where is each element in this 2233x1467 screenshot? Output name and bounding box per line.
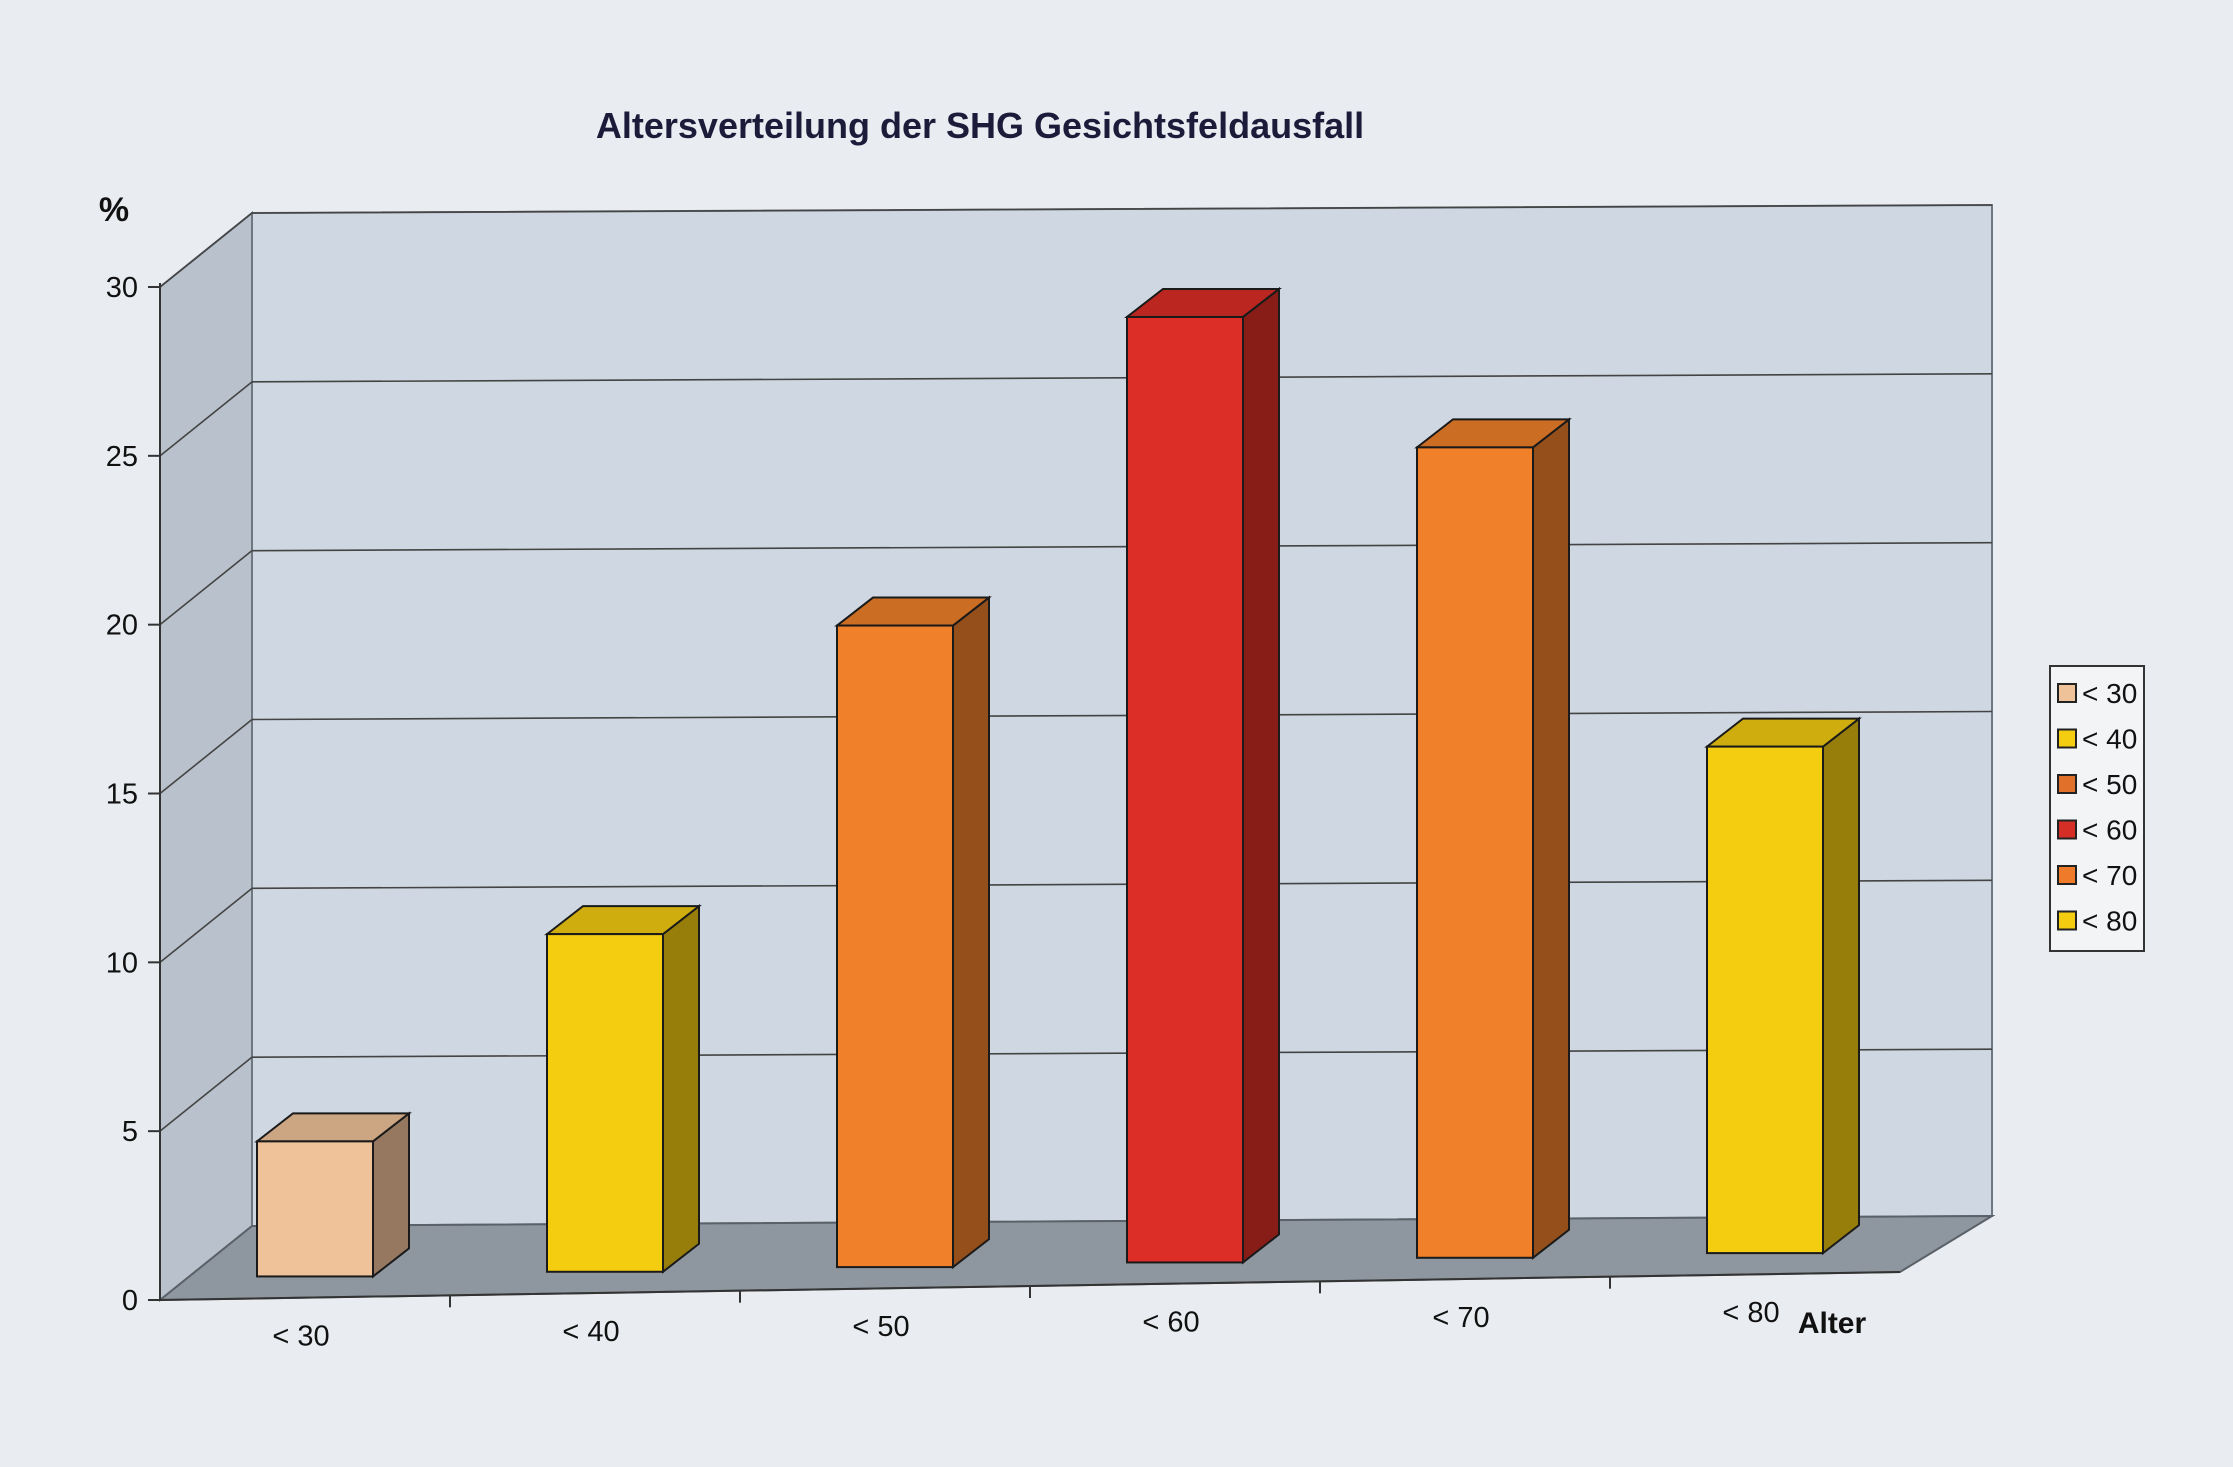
- x-tick-label: < 30: [272, 1321, 329, 1353]
- y-tick-label: 30: [106, 272, 138, 304]
- legend-item: < 70: [2057, 860, 2137, 891]
- bar-front: [546, 933, 664, 1273]
- bar-side: [1242, 286, 1280, 1265]
- x-tick-label: < 50: [852, 1311, 909, 1343]
- gridline-side: [159, 887, 253, 963]
- bar-front: [1706, 745, 1824, 1255]
- legend-swatch: [2057, 774, 2077, 794]
- legend-label: < 60: [2082, 815, 2137, 846]
- x-tick-label: < 40: [562, 1316, 619, 1348]
- x-tick-label: < 80: [1722, 1297, 1779, 1329]
- y-axis-ticks: 0 5 10 15 20 25 30: [106, 272, 138, 1317]
- legend-swatch: [2057, 728, 2077, 749]
- bar-side: [1822, 716, 1860, 1256]
- x-axis-label: Alter: [1798, 1307, 1867, 1340]
- legend-item: < 50: [2057, 769, 2137, 800]
- bar-front: [836, 624, 954, 1269]
- bar-front: [256, 1140, 374, 1278]
- bar-front: [1416, 446, 1534, 1259]
- legend-label: < 70: [2082, 860, 2137, 891]
- gridline: [251, 373, 1993, 383]
- gridline: [251, 710, 1993, 721]
- gridline-side: [159, 381, 253, 457]
- bar-4: [1124, 286, 1282, 1265]
- y-tick-label: 20: [106, 610, 138, 642]
- legend-swatch: [2057, 683, 2077, 703]
- x-tick-label: < 70: [1432, 1302, 1489, 1334]
- y-tick-label: 10: [106, 947, 138, 979]
- x-tick-label: < 60: [1142, 1307, 1199, 1339]
- gridline: [251, 204, 1993, 214]
- y-axis-label: %: [99, 191, 129, 229]
- gridline: [251, 879, 1993, 890]
- y-tick-label: 0: [122, 1285, 138, 1317]
- legend-item: < 80: [2057, 906, 2137, 937]
- y-tick-label: 15: [106, 779, 138, 811]
- bar-5: [1414, 417, 1572, 1260]
- bar-front: [1126, 315, 1244, 1264]
- bar-side: [952, 595, 990, 1270]
- bar-6: [1704, 716, 1862, 1256]
- gridline-side: [159, 718, 253, 795]
- gridline: [251, 1048, 1993, 1058]
- bars: [254, 286, 1862, 1279]
- y-tick-label: 25: [106, 441, 138, 473]
- legend-label: < 80: [2082, 906, 2137, 937]
- gridline-side: [159, 1056, 253, 1132]
- bar-3: [834, 595, 992, 1270]
- chart-title: Altersverteilung der SHG Gesichtsfeldaus…: [596, 105, 1364, 146]
- legend-item: < 40: [2057, 724, 2137, 755]
- legend-item: < 60: [2057, 815, 2137, 846]
- legend: < 30 < 40 < 50 < 60 < 70 < 80: [2049, 665, 2145, 952]
- legend-label: < 50: [2082, 769, 2137, 800]
- legend-swatch: [2057, 865, 2077, 885]
- legend-swatch: [2057, 819, 2077, 840]
- y-tick-label: 5: [122, 1116, 138, 1148]
- bar-side: [1532, 417, 1570, 1260]
- bar-1: [254, 1111, 412, 1279]
- legend-label: < 40: [2082, 724, 2137, 755]
- legend-swatch: [2057, 910, 2077, 931]
- bar-2: [544, 904, 702, 1274]
- legend-box: [2049, 665, 2145, 952]
- bar-side: [662, 904, 700, 1274]
- gridline-side: [159, 212, 253, 288]
- gridline: [251, 541, 1993, 552]
- legend-label: < 30: [2082, 678, 2137, 709]
- gridline-side: [159, 550, 253, 626]
- legend-item: < 30: [2057, 678, 2137, 709]
